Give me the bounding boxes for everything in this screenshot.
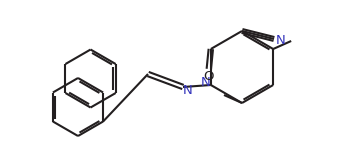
Text: N: N	[201, 76, 211, 90]
Text: N: N	[276, 34, 286, 46]
Text: O: O	[204, 70, 214, 82]
Text: N: N	[183, 85, 193, 97]
